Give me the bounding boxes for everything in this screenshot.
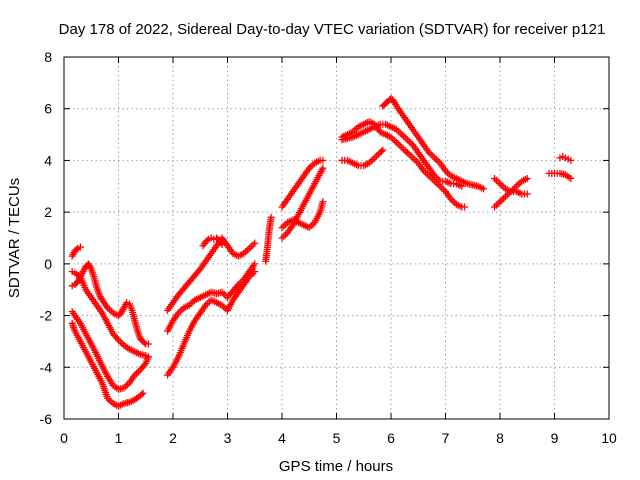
series-track-b <box>68 268 152 361</box>
data-point <box>567 175 575 183</box>
data-points <box>68 94 575 410</box>
series-track-j <box>262 213 275 265</box>
y-axis-label: SDTVAR / TECUs <box>6 178 23 298</box>
data-point <box>377 147 385 155</box>
series-track-u <box>556 153 575 164</box>
series-track-q <box>379 94 488 193</box>
series-track-e <box>68 319 147 410</box>
data-point <box>195 267 203 275</box>
data-point <box>461 203 469 211</box>
data-point <box>140 361 148 369</box>
data-point <box>319 198 327 206</box>
data-point <box>251 239 259 247</box>
y-tick-label: 0 <box>44 256 52 272</box>
series-track-t <box>545 169 575 183</box>
data-point <box>113 335 121 343</box>
y-tick-label: 8 <box>44 49 52 65</box>
y-tick-label: -6 <box>40 411 53 427</box>
x-tick-label: 7 <box>442 430 450 446</box>
data-point <box>523 190 531 198</box>
data-point <box>319 156 327 164</box>
data-point <box>144 353 152 361</box>
series-track-i <box>199 234 226 250</box>
y-tick-label: 2 <box>44 204 52 220</box>
data-point <box>140 339 148 347</box>
series-track-m <box>278 156 327 211</box>
series-track-c <box>68 260 152 348</box>
data-point <box>72 246 80 254</box>
y-tick-label: -4 <box>40 359 53 375</box>
y-tick-label: 6 <box>44 101 52 117</box>
x-tick-label: 0 <box>60 430 68 446</box>
x-axis-label: GPS time / hours <box>279 458 393 475</box>
y-tick-label: 4 <box>44 152 52 168</box>
series-track-f <box>164 268 259 379</box>
x-tick-label: 8 <box>496 430 504 446</box>
data-point <box>267 213 275 221</box>
x-tick-label: 2 <box>169 430 177 446</box>
series-track-o <box>338 118 469 211</box>
series-track-s <box>491 175 531 198</box>
data-point <box>139 389 147 397</box>
data-point <box>76 243 84 251</box>
data-point <box>138 390 146 398</box>
data-point <box>218 240 226 248</box>
data-point <box>319 164 327 172</box>
y-tick-label: -2 <box>40 308 53 324</box>
axis-ticks <box>63 56 610 420</box>
series-track-g <box>164 260 259 335</box>
x-tick-label: 6 <box>387 430 395 446</box>
data-point <box>144 340 152 348</box>
data-point <box>523 175 531 183</box>
x-tick-label: 1 <box>115 430 123 446</box>
series-track-n <box>338 146 387 170</box>
data-point <box>379 146 387 154</box>
series-track-d <box>68 308 152 393</box>
data-point <box>203 237 211 245</box>
x-tick-labels: 0 1 2 3 4 5 6 7 8 9 10 <box>60 430 617 446</box>
x-tick-label: 5 <box>333 430 341 446</box>
chart-title: Day 178 of 2022, Sidereal Day-to-day VTE… <box>59 21 606 38</box>
data-point <box>251 260 259 268</box>
series-track-h <box>164 234 259 314</box>
data-point <box>480 185 488 193</box>
x-tick-label: 10 <box>601 430 617 446</box>
series-track-l <box>278 198 327 232</box>
x-tick-label: 9 <box>551 430 559 446</box>
data-point <box>567 156 575 164</box>
data-point <box>233 282 241 290</box>
series-track-p <box>338 120 466 190</box>
series-track-a <box>68 243 84 260</box>
y-tick-labels: -6 -4 -2 0 2 4 6 8 <box>40 49 53 427</box>
x-tick-label: 3 <box>224 430 232 446</box>
x-tick-label: 4 <box>278 430 286 446</box>
